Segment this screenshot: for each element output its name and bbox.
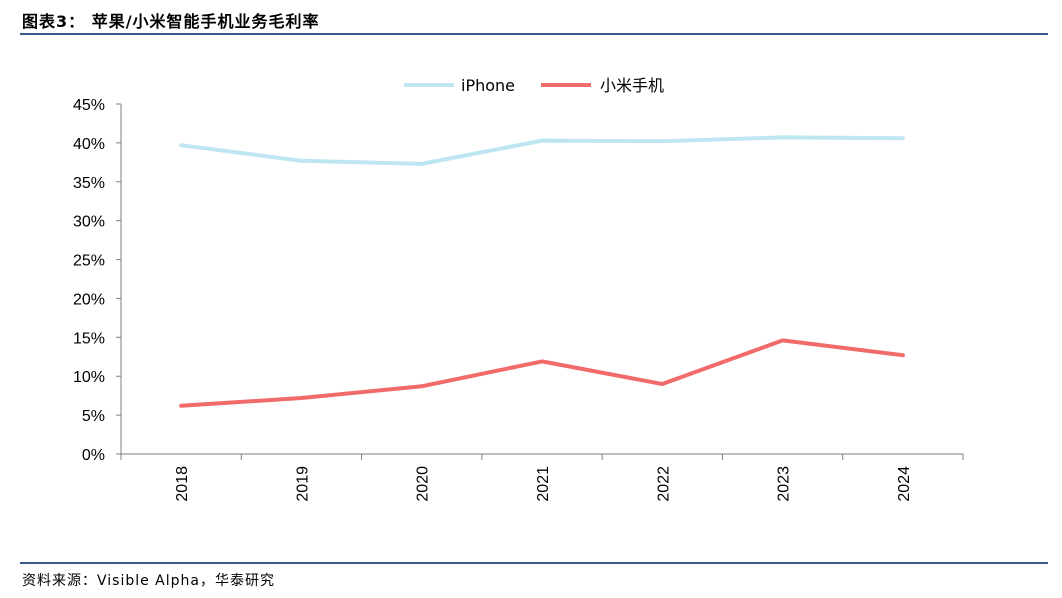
figure-title: 图表3： 苹果/小米智能手机业务毛利率 xyxy=(22,12,320,31)
y-tick-label: 10% xyxy=(73,369,105,386)
x-tick-label: 2021 xyxy=(535,466,552,502)
bottom-rule xyxy=(20,562,1048,564)
y-tick-label: 40% xyxy=(73,136,105,153)
y-tick-label: 35% xyxy=(73,175,105,192)
legend-label-1: 小米手机 xyxy=(600,76,664,95)
series-line-0 xyxy=(179,135,905,166)
y-tick-label: 0% xyxy=(82,447,105,464)
x-tick-label: 2018 xyxy=(174,466,191,502)
y-tick-label: 5% xyxy=(82,408,105,425)
top-rule xyxy=(20,33,1048,35)
x-tick-label: 2022 xyxy=(655,466,672,502)
legend-item-0: iPhone xyxy=(404,76,515,95)
y-axis: 0% 5% 10% 15% 20% 25% 30% 35% 40% 45% xyxy=(73,97,122,464)
x-axis: 2018 2019 2020 2021 2022 2023 2024 xyxy=(120,453,964,502)
y-tick-label: 20% xyxy=(73,291,105,308)
series-layer xyxy=(179,135,905,408)
x-tick-label: 2024 xyxy=(896,466,913,502)
y-tick-label: 15% xyxy=(73,330,105,347)
y-tick-label: 25% xyxy=(73,253,105,270)
y-tick-label: 45% xyxy=(73,97,105,114)
x-tick-label: 2019 xyxy=(294,466,311,502)
x-tick-label: 2020 xyxy=(415,466,432,502)
source-note: 资料来源：Visible Alpha，华泰研究 xyxy=(22,573,275,589)
legend-label-0: iPhone xyxy=(461,76,515,95)
legend: iPhone 小米手机 xyxy=(404,76,664,95)
line-chart: iPhone 小米手机 0%5%10%15%20%25%30%35%40%45% … xyxy=(73,76,964,502)
x-tick-label: 2023 xyxy=(776,466,793,502)
series-line-1 xyxy=(179,338,905,408)
legend-item-1: 小米手机 xyxy=(541,76,664,95)
y-tick-label: 30% xyxy=(73,214,105,231)
